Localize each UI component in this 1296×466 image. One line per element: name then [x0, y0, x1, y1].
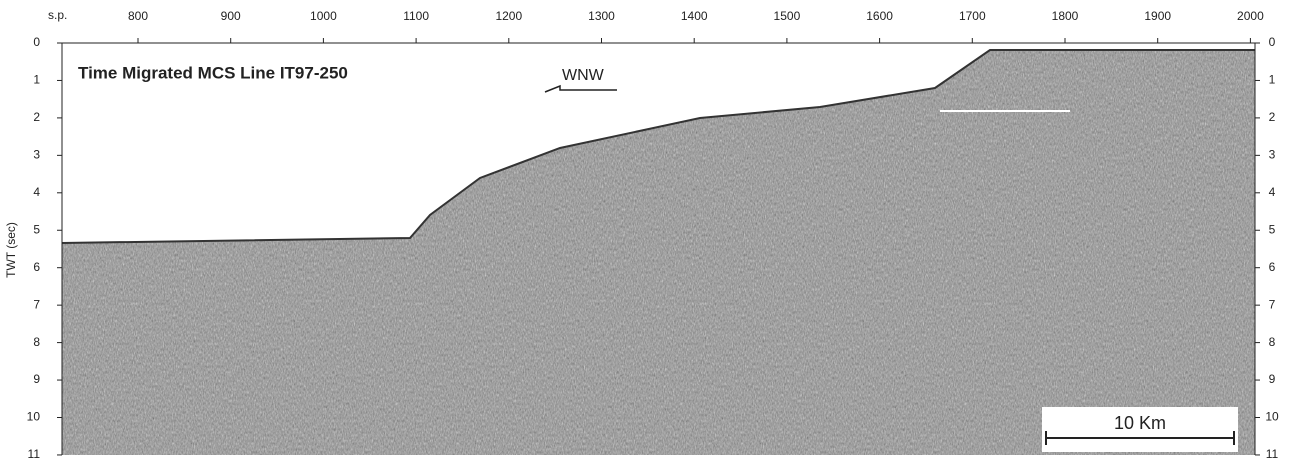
- top-tick-label: 1800: [1052, 9, 1079, 23]
- right-tick-label: 8: [1269, 335, 1276, 349]
- top-tick-label: 1900: [1144, 9, 1171, 23]
- top-tick-label: 2000: [1237, 9, 1264, 23]
- top-tick-label: 1200: [495, 9, 522, 23]
- left-tick-label: 10: [27, 410, 41, 424]
- top-tick-label: 900: [221, 9, 241, 23]
- left-tick-label: 7: [33, 297, 40, 311]
- direction-label: WNW: [562, 67, 605, 84]
- right-tick-label: 6: [1269, 260, 1276, 274]
- left-tick-label: 11: [28, 447, 41, 461]
- top-tick-label: 1300: [588, 9, 615, 23]
- top-tick-label: 1600: [866, 9, 893, 23]
- left-tick-label: 1: [33, 73, 40, 87]
- scale-bar-label: 10 Km: [1114, 413, 1166, 433]
- left-tick-label: 0: [33, 35, 40, 49]
- top-tick-label: 800: [128, 9, 148, 23]
- right-tick-label: 4: [1269, 185, 1276, 199]
- title: Time Migrated MCS Line IT97-250: [78, 63, 348, 82]
- seismic-figure: s.p. TWT (sec) Time Migrated MCS Line IT…: [0, 0, 1296, 461]
- top-tick-label: 1500: [774, 9, 801, 23]
- left-tick-label: 3: [33, 148, 40, 162]
- right-tick-label: 0: [1269, 35, 1276, 49]
- top-tick-label: 1000: [310, 9, 337, 23]
- right-tick-label: 3: [1269, 148, 1276, 162]
- left-tick-label: 5: [33, 222, 40, 236]
- left-tick-label: 8: [33, 335, 40, 349]
- right-tick-label: 5: [1269, 222, 1276, 236]
- left-tick-label: 4: [33, 185, 40, 199]
- right-tick-label: 1: [1269, 73, 1276, 87]
- right-tick-label: 7: [1269, 297, 1276, 311]
- right-tick-label: 2: [1269, 110, 1276, 124]
- left-tick-label: 6: [33, 260, 40, 274]
- top-tick-label: 1100: [403, 9, 429, 23]
- seismic-section: [62, 43, 1255, 455]
- right-tick-label: 10: [1265, 410, 1279, 424]
- left-tick-label: 2: [33, 110, 40, 124]
- top-tick-label: 1400: [681, 9, 708, 23]
- left-axis-label: TWT (sec): [4, 222, 18, 278]
- right-tick-label: 9: [1269, 372, 1276, 386]
- right-tick-label: 11: [1266, 447, 1279, 461]
- left-tick-label: 9: [33, 372, 40, 386]
- top-axis-label: s.p.: [48, 8, 67, 22]
- top-tick-label: 1700: [959, 9, 986, 23]
